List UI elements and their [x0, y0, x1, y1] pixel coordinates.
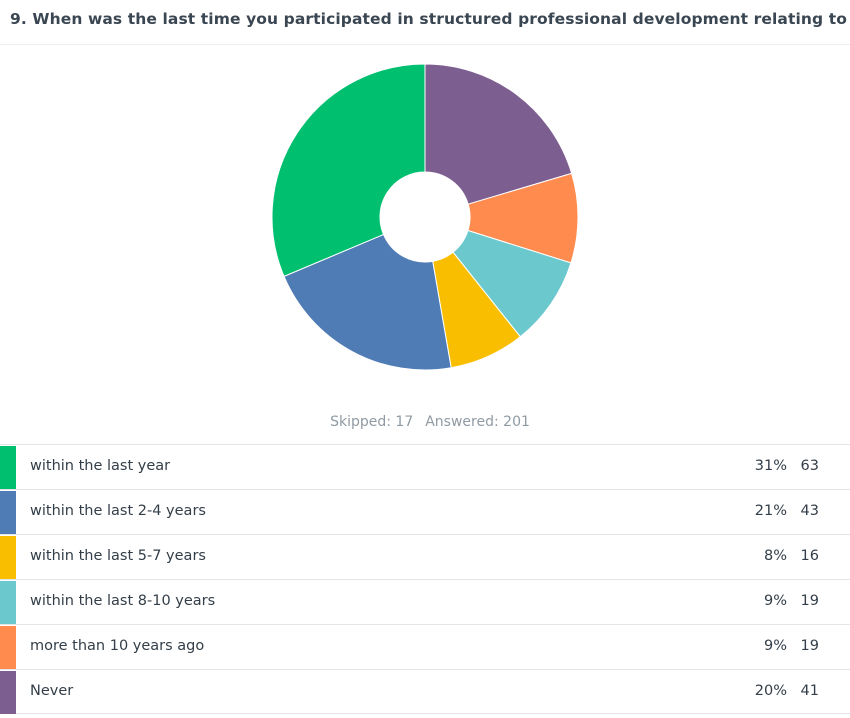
question-title: 9. When was the last time you participat… [10, 10, 847, 28]
response-summary: Skipped: 17 Answered: 201 [0, 414, 850, 430]
answer-count: 63 [800, 458, 819, 474]
answer-label: Never [30, 683, 74, 699]
answer-count: 19 [800, 638, 819, 654]
legend-swatch [0, 491, 16, 534]
legend-swatch [0, 446, 16, 489]
answer-label: within the last 8-10 years [30, 593, 216, 609]
legend-swatch [0, 581, 16, 624]
skipped-count: Skipped: 17 [330, 414, 414, 430]
answer-percent: 31% [754, 458, 787, 474]
answer-label: within the last 2-4 years [30, 503, 206, 519]
answer-count: 41 [800, 683, 819, 699]
answer-percent: 9% [763, 638, 787, 654]
table-row: more than 10 years ago 9% 19 [0, 624, 850, 669]
donut-slice-within-the-last-year[interactable] [271, 63, 426, 278]
answer-count: 19 [800, 593, 819, 609]
answer-label: more than 10 years ago [30, 638, 205, 654]
answer-count: 43 [800, 503, 819, 519]
answer-percent: 8% [763, 548, 787, 564]
table-row: within the last 5-7 years 8% 16 [0, 534, 850, 579]
answered-count: Answered: 201 [425, 414, 530, 430]
legend-swatch [0, 671, 16, 714]
legend-swatch [0, 536, 16, 579]
answer-table: within the last year 31% 63 within the l… [0, 444, 850, 714]
table-row: within the last 2-4 years 21% 43 [0, 489, 850, 534]
answer-percent: 20% [754, 683, 787, 699]
answer-percent: 21% [754, 503, 787, 519]
title-divider [0, 44, 850, 45]
answer-label: within the last year [30, 458, 171, 474]
donut-slice-within-the-last-2-4-years[interactable] [283, 233, 452, 371]
table-row: within the last year 31% 63 [0, 444, 850, 489]
donut-slice-never[interactable] [424, 63, 573, 205]
answer-percent: 9% [763, 593, 787, 609]
legend-swatch [0, 626, 16, 669]
answer-label: within the last 5-7 years [30, 548, 206, 564]
table-row: Never 20% 41 [0, 669, 850, 714]
table-row: within the last 8-10 years 9% 19 [0, 579, 850, 624]
answer-count: 16 [800, 548, 819, 564]
donut-chart [271, 63, 579, 371]
